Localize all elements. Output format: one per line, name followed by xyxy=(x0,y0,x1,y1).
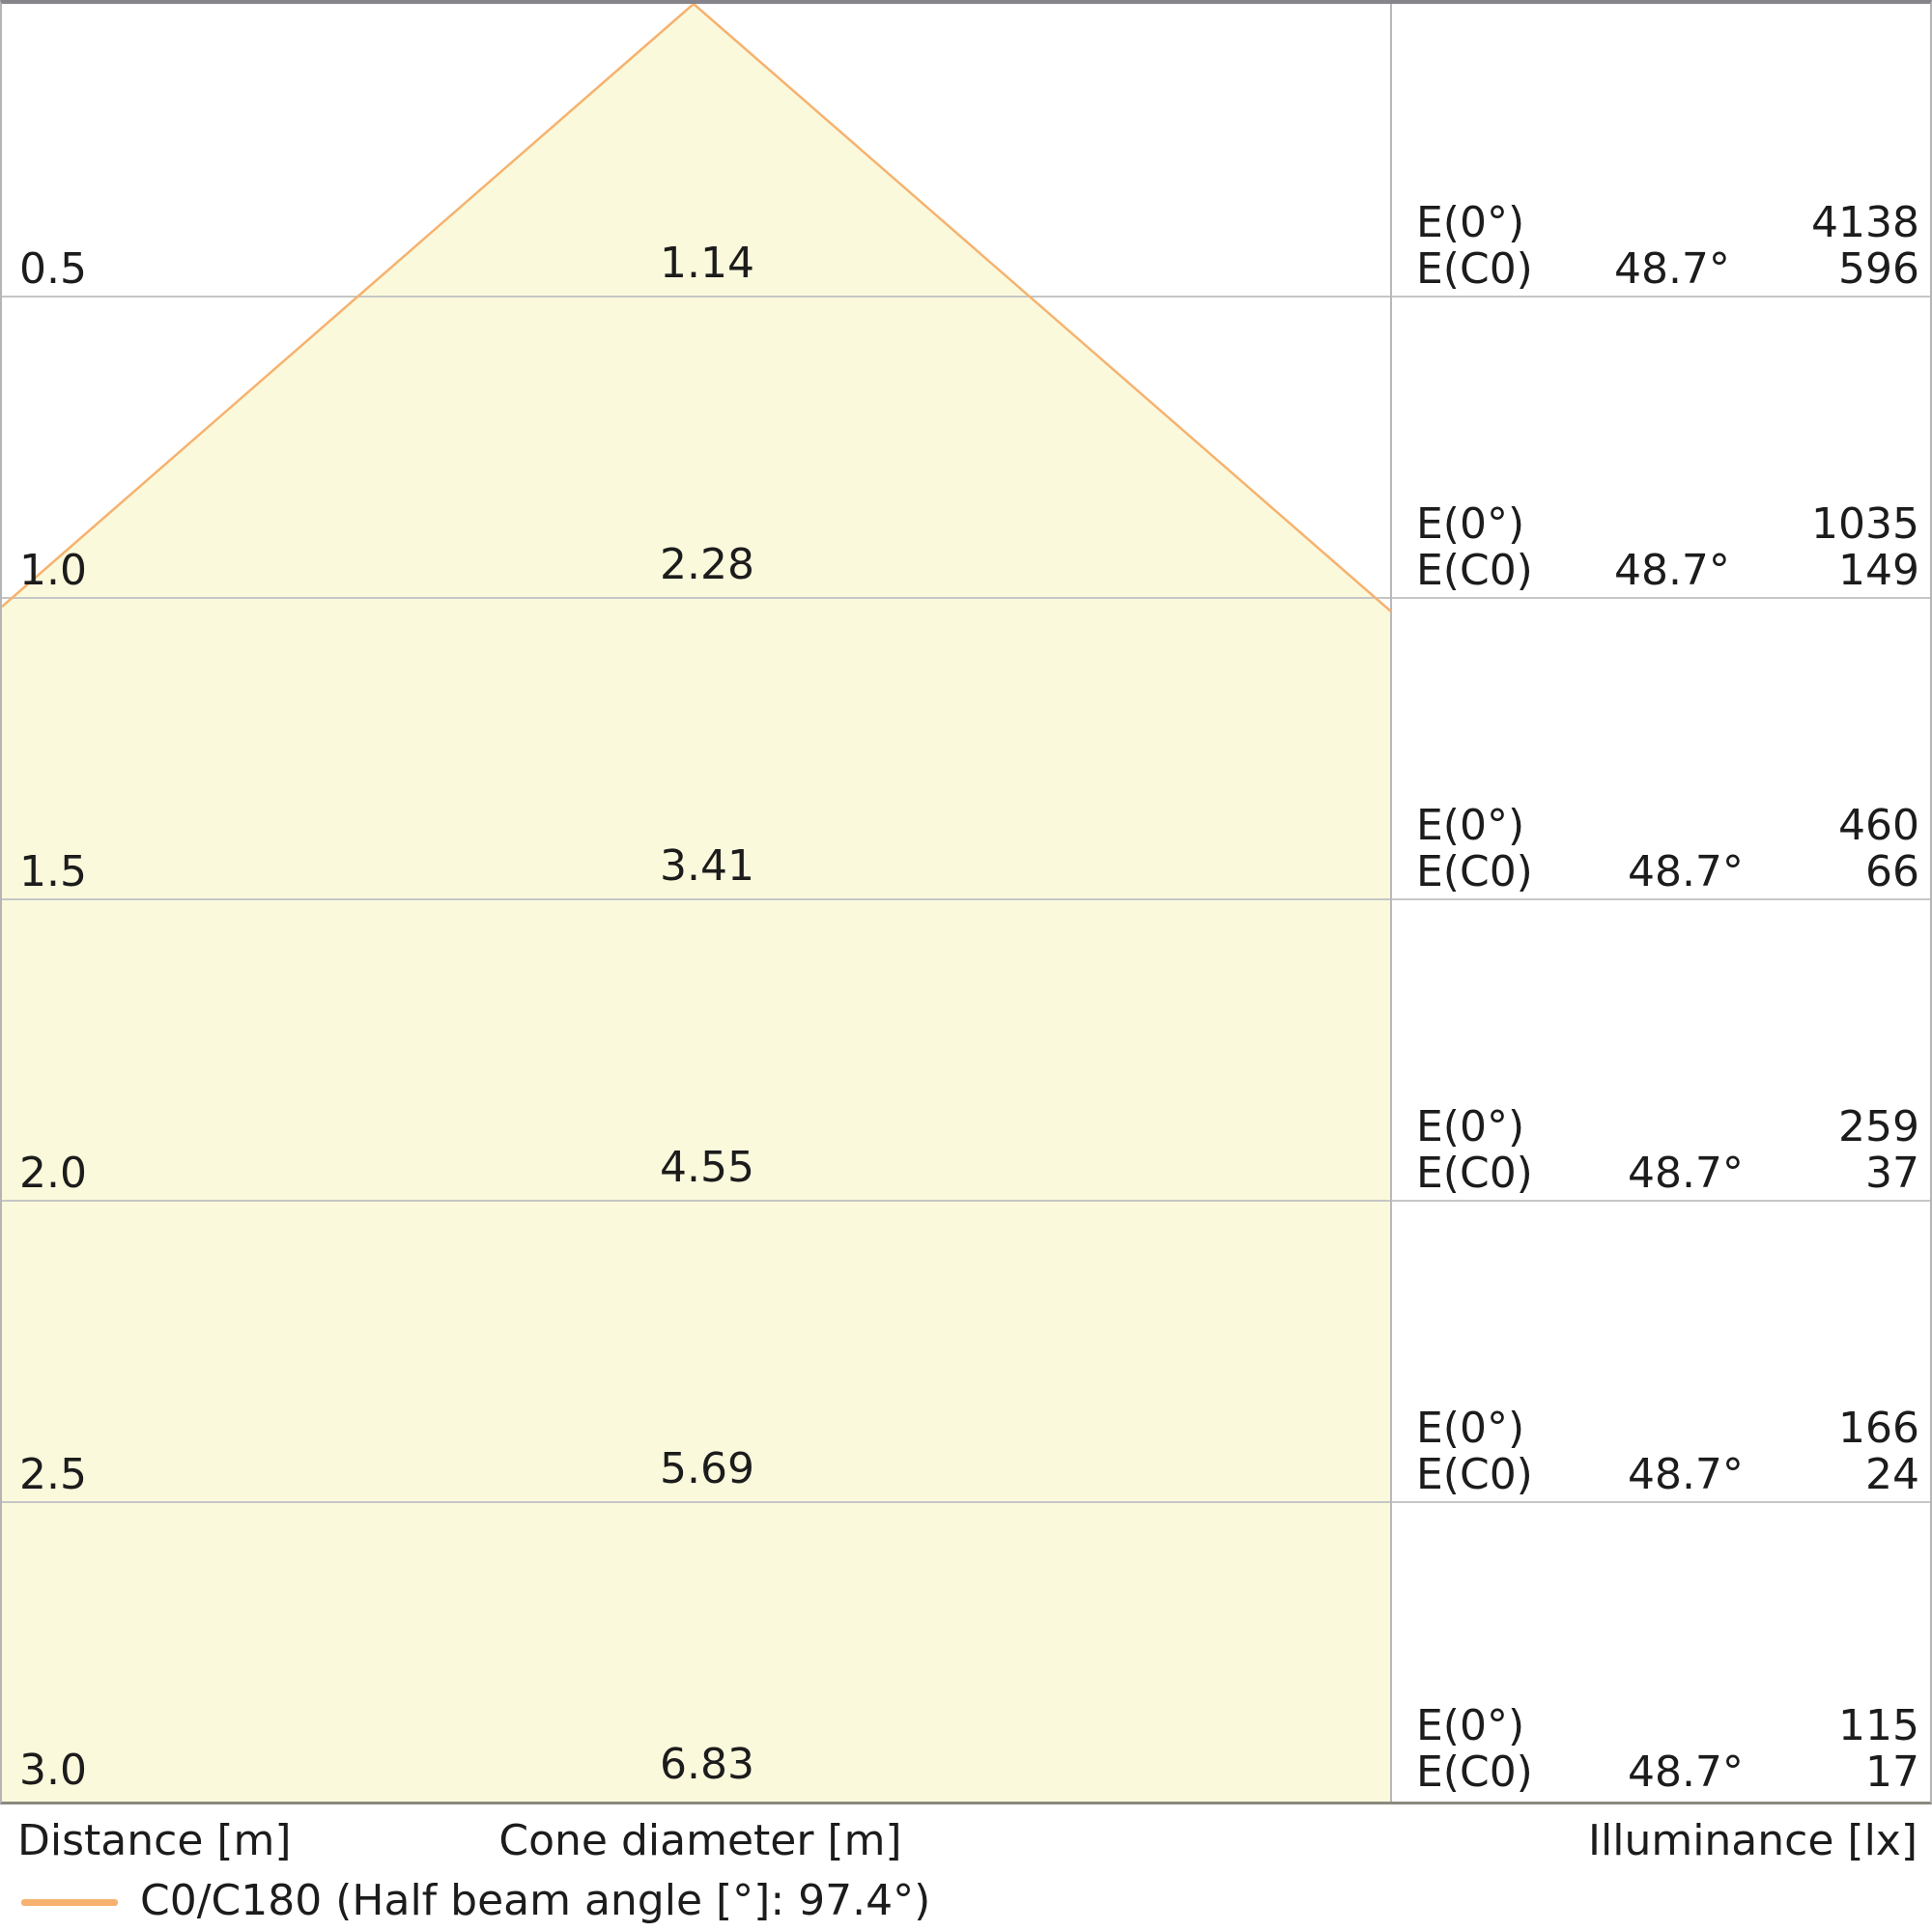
cone-diameter-label-1.0: 2.28 xyxy=(660,540,754,589)
cone-diameter-axis-label: Cone diameter [m] xyxy=(498,1816,902,1865)
e0-value: 460 xyxy=(1838,801,1919,850)
spacer xyxy=(1533,1406,1838,1452)
illuminance-axis-label: Illuminance [lx] xyxy=(1588,1816,1918,1865)
cone-diameter-label-2.5: 5.69 xyxy=(660,1444,754,1493)
illuminance-row-1.5: E(0°) 460 E(C0) 48.7° 66 xyxy=(1393,803,1932,895)
distance-label-2.5: 2.5 xyxy=(19,1450,87,1499)
spacer xyxy=(1533,200,1811,246)
e0-label: E(0°) xyxy=(1416,499,1525,549)
distance-axis-label: Distance [m] xyxy=(17,1816,292,1865)
illuminance-row-1.0: E(0°) 1035 E(C0) 48.7° 149 xyxy=(1393,501,1932,594)
ec0-label: E(C0) xyxy=(1416,546,1533,595)
ec0-label: E(C0) xyxy=(1416,1450,1533,1499)
half-beam-angle-value: 48.7° xyxy=(1627,1747,1744,1797)
half-beam-angle-value: 48.7° xyxy=(1627,847,1744,896)
spacer xyxy=(1533,1703,1838,1749)
illuminance-row-3.0: E(0°) 115 E(C0) 48.7° 17 xyxy=(1393,1703,1932,1796)
ec0-value: 17 xyxy=(1865,1747,1919,1797)
ec0-value: 596 xyxy=(1838,244,1919,294)
e0-value: 115 xyxy=(1838,1701,1919,1750)
ec0-value: 149 xyxy=(1838,546,1919,595)
e0-value: 4138 xyxy=(1811,198,1919,247)
e0-label: E(0°) xyxy=(1416,801,1525,850)
cone-diameter-label-1.5: 3.41 xyxy=(660,841,754,891)
ec0-value: 24 xyxy=(1865,1450,1919,1499)
legend-label: C0/C180 (Half beam angle [°]: 97.4°) xyxy=(140,1876,931,1925)
e0-value: 1035 xyxy=(1811,499,1919,549)
light-cone-fill xyxy=(2,4,1391,1802)
half-beam-angle-value: 48.7° xyxy=(1613,244,1730,294)
cone-edge-left-line xyxy=(2,4,695,608)
illuminance-row-2.0: E(0°) 259 E(C0) 48.7° 37 xyxy=(1393,1104,1932,1197)
distance-label-1.5: 1.5 xyxy=(19,847,87,896)
half-beam-angle-value: 48.7° xyxy=(1613,546,1730,595)
ec0-label: E(C0) xyxy=(1416,1149,1533,1198)
cone-diameter-label-3.0: 6.83 xyxy=(660,1740,754,1789)
ec0-value: 37 xyxy=(1865,1149,1919,1198)
cone-edge-right-line xyxy=(693,4,1392,612)
distance-label-0.5: 0.5 xyxy=(19,244,87,294)
c0-c180-line-swatch-icon xyxy=(21,1899,118,1906)
ec0-label: E(C0) xyxy=(1416,244,1533,294)
spacer xyxy=(1533,803,1838,849)
ec0-label: E(C0) xyxy=(1416,847,1533,896)
distance-label-3.0: 3.0 xyxy=(19,1746,87,1795)
cone-diameter-label-0.5: 1.14 xyxy=(660,239,754,288)
ec0-label: E(C0) xyxy=(1416,1747,1533,1797)
e0-label: E(0°) xyxy=(1416,1102,1525,1151)
legend: C0/C180 (Half beam angle [°]: 97.4°) xyxy=(0,1878,1932,1928)
distance-label-1.0: 1.0 xyxy=(19,546,87,595)
e0-value: 166 xyxy=(1838,1404,1919,1453)
half-beam-angle-value: 48.7° xyxy=(1627,1450,1744,1499)
spacer xyxy=(1533,1104,1838,1151)
illuminance-row-2.5: E(0°) 166 E(C0) 48.7° 24 xyxy=(1393,1406,1932,1498)
e0-value: 259 xyxy=(1838,1102,1919,1151)
e0-label: E(0°) xyxy=(1416,1404,1525,1453)
e0-label: E(0°) xyxy=(1416,198,1525,247)
half-beam-angle-value: 48.7° xyxy=(1627,1149,1744,1198)
ec0-value: 66 xyxy=(1865,847,1919,896)
distance-label-2.0: 2.0 xyxy=(19,1149,87,1198)
illuminance-row-0.5: E(0°) 4138 E(C0) 48.7° 596 xyxy=(1393,200,1932,293)
cone-diagram-chart: 0.5 1.0 1.5 2.0 2.5 3.0 1.14 2.28 3.41 4… xyxy=(0,0,1932,1804)
cone-diagram-canvas xyxy=(2,4,1930,1802)
spacer xyxy=(1533,501,1811,548)
cone-diameter-label-2.0: 4.55 xyxy=(660,1143,754,1192)
e0-label: E(0°) xyxy=(1416,1701,1525,1750)
